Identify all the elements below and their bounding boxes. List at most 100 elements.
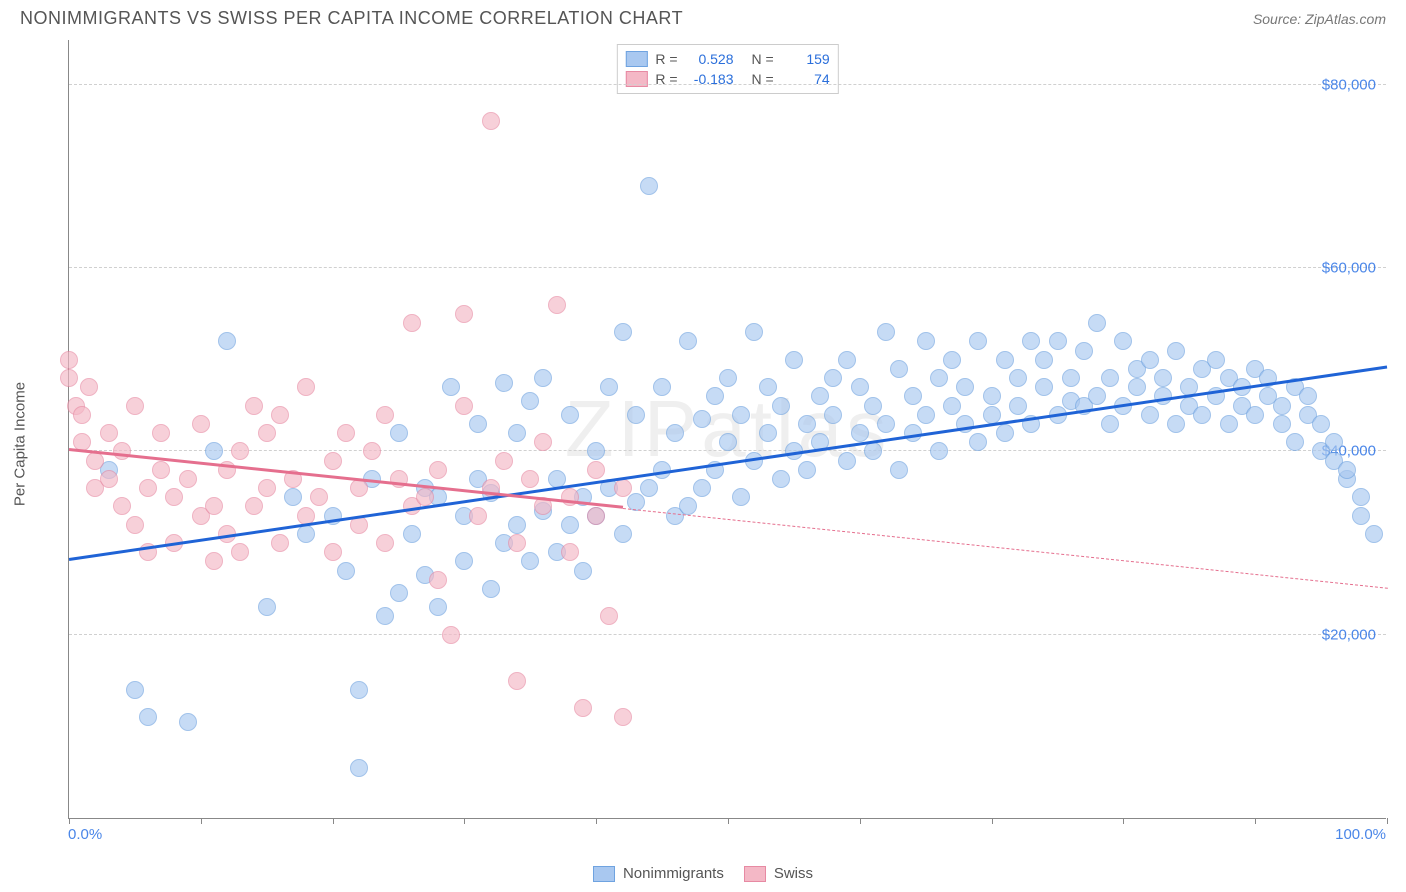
data-point — [943, 397, 961, 415]
data-point — [1075, 342, 1093, 360]
legend-label: Swiss — [774, 865, 813, 882]
data-point — [838, 351, 856, 369]
data-point — [1167, 415, 1185, 433]
data-point — [60, 369, 78, 387]
data-point — [574, 562, 592, 580]
legend-r-label: R = — [655, 51, 677, 67]
legend-swatch — [593, 866, 615, 882]
data-point — [653, 378, 671, 396]
data-point — [719, 369, 737, 387]
data-point — [811, 387, 829, 405]
data-point — [429, 571, 447, 589]
data-point — [666, 424, 684, 442]
data-point — [80, 378, 98, 396]
series-legend: Nonimmigrants Swiss — [0, 865, 1406, 882]
data-point — [772, 397, 790, 415]
data-point — [310, 488, 328, 506]
data-point — [614, 525, 632, 543]
chart-source: Source: ZipAtlas.com — [1253, 11, 1386, 27]
data-point — [719, 433, 737, 451]
data-point — [693, 479, 711, 497]
data-point — [956, 378, 974, 396]
data-point — [1154, 369, 1172, 387]
gridline — [69, 634, 1386, 635]
data-point — [231, 442, 249, 460]
correlation-legend: R =0.528N =159R =-0.183N =74 — [616, 44, 838, 94]
data-point — [785, 351, 803, 369]
x-axis-max-label: 100.0% — [1335, 826, 1386, 843]
data-point — [614, 708, 632, 726]
data-point — [1312, 415, 1330, 433]
chart-title: NONIMMIGRANTS VS SWISS PER CAPITA INCOME… — [20, 8, 683, 29]
data-point — [1273, 397, 1291, 415]
y-tick-label: $80,000 — [1322, 76, 1376, 93]
legend-row: R =0.528N =159 — [625, 49, 829, 69]
data-point — [403, 314, 421, 332]
data-point — [1128, 378, 1146, 396]
data-point — [1325, 433, 1343, 451]
data-point — [508, 424, 526, 442]
y-axis-title: Per Capita Income — [12, 381, 29, 505]
data-point — [614, 479, 632, 497]
data-point — [1009, 369, 1027, 387]
data-point — [983, 387, 1001, 405]
data-point — [1352, 488, 1370, 506]
data-point — [1365, 525, 1383, 543]
data-point — [126, 681, 144, 699]
data-point — [890, 360, 908, 378]
data-point — [1141, 351, 1159, 369]
x-tick-mark — [596, 818, 597, 824]
gridline — [69, 84, 1386, 85]
data-point — [179, 713, 197, 731]
data-point — [1193, 406, 1211, 424]
data-point — [324, 452, 342, 470]
chart-container: Per Capita Income ZIPatlas R =0.528N =15… — [20, 40, 1386, 847]
data-point — [574, 699, 592, 717]
data-point — [614, 323, 632, 341]
data-point — [864, 397, 882, 415]
data-point — [759, 378, 777, 396]
data-point — [231, 543, 249, 561]
data-point — [798, 461, 816, 479]
data-point — [1352, 507, 1370, 525]
data-point — [561, 543, 579, 561]
x-tick-mark — [201, 818, 202, 824]
x-tick-mark — [992, 818, 993, 824]
data-point — [1207, 351, 1225, 369]
data-point — [100, 470, 118, 488]
data-point — [996, 424, 1014, 442]
data-point — [376, 406, 394, 424]
data-point — [508, 672, 526, 690]
data-point — [495, 374, 513, 392]
data-point — [521, 552, 539, 570]
data-point — [205, 442, 223, 460]
data-point — [126, 397, 144, 415]
data-point — [442, 378, 460, 396]
data-point — [363, 442, 381, 460]
trend-line — [69, 366, 1387, 561]
legend-n-value: 159 — [782, 51, 830, 67]
data-point — [416, 488, 434, 506]
data-point — [390, 584, 408, 602]
data-point — [390, 424, 408, 442]
data-point — [1273, 415, 1291, 433]
x-tick-mark — [1255, 818, 1256, 824]
data-point — [1022, 332, 1040, 350]
data-point — [376, 534, 394, 552]
data-point — [429, 461, 447, 479]
legend-item: Nonimmigrants — [593, 865, 724, 882]
data-point — [1220, 415, 1238, 433]
x-tick-mark — [860, 818, 861, 824]
data-point — [1062, 369, 1080, 387]
data-point — [587, 442, 605, 460]
data-point — [824, 369, 842, 387]
data-point — [1299, 387, 1317, 405]
data-point — [640, 177, 658, 195]
data-point — [482, 112, 500, 130]
data-point — [152, 461, 170, 479]
data-point — [179, 470, 197, 488]
data-point — [1141, 406, 1159, 424]
data-point — [271, 534, 289, 552]
data-point — [930, 442, 948, 460]
data-point — [877, 323, 895, 341]
